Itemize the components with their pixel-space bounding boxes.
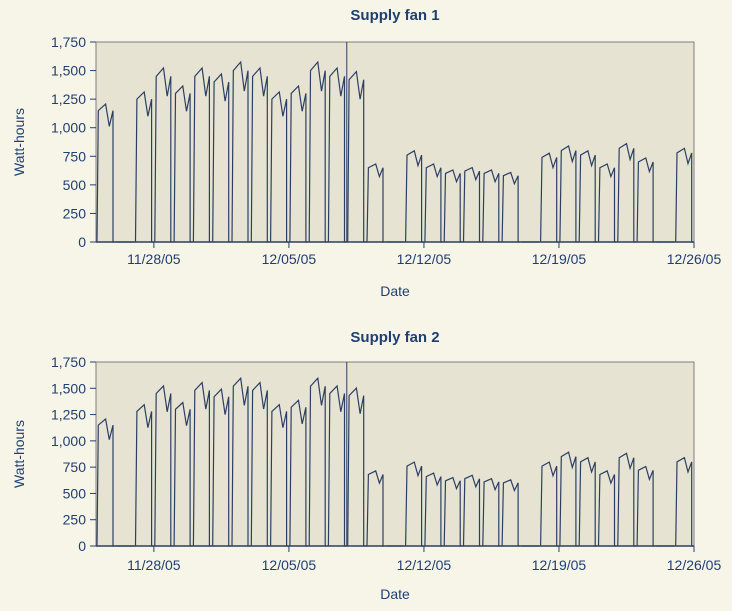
y-tick-label: 250 (63, 205, 87, 221)
y-tick-label: 1,000 (51, 433, 86, 449)
y-tick-label: 1,750 (51, 34, 86, 50)
x-tick-label: 12/19/05 (532, 557, 587, 573)
x-axis-label-2: Date (380, 586, 410, 602)
x-tick-label: 12/26/05 (667, 557, 722, 573)
x-tick-label: 12/26/05 (667, 251, 722, 267)
y-tick-label: 1,250 (51, 91, 86, 107)
y-tick-label: 1,500 (51, 63, 86, 79)
y-tick-label: 0 (78, 538, 86, 554)
plot-area-1 (95, 41, 695, 243)
x-tick-label: 12/19/05 (532, 251, 587, 267)
x-tick-label: 11/28/05 (127, 251, 181, 267)
y-axis-label-2: Watt-hours (11, 420, 27, 488)
y-tick-label: 1,750 (51, 354, 86, 370)
chart-title-2: Supply fan 2 (350, 329, 439, 346)
x-tick-label: 12/05/05 (262, 251, 317, 267)
chart-title-1: Supply fan 1 (350, 7, 439, 24)
x-tick-label: 11/28/05 (127, 557, 181, 573)
data-series-line-2 (96, 376, 693, 547)
y-tick-label: 1,500 (51, 380, 86, 396)
x-axis-label-1: Date (380, 283, 410, 299)
y-tick-label: 750 (63, 459, 87, 475)
y-tick-label: 0 (78, 234, 86, 250)
x-tick-label: 12/12/05 (397, 557, 452, 573)
data-series-line-1 (96, 60, 693, 243)
y-tick-label: 500 (63, 485, 87, 501)
x-tick-label: 12/05/05 (262, 557, 317, 573)
y-tick-label: 1,250 (51, 407, 86, 423)
y-tick-label: 500 (63, 177, 87, 193)
y-tick-label: 1,000 (51, 120, 86, 136)
y-axis-label-1: Watt-hours (11, 108, 27, 176)
plot-area-2 (95, 361, 695, 547)
y-tick-label: 250 (63, 512, 87, 528)
y-tick-label: 750 (63, 148, 87, 164)
x-tick-label: 12/12/05 (397, 251, 452, 267)
